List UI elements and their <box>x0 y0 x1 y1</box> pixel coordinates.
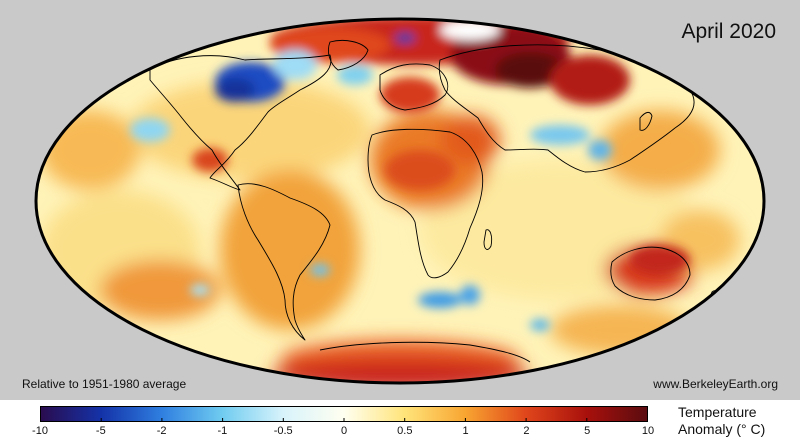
coastline-japan <box>639 111 653 131</box>
coastline-north-america <box>149 54 332 191</box>
colorbar-tick-label: 0.5 <box>397 425 413 437</box>
colorbar-tick-label: 1 <box>462 425 469 437</box>
anomaly-field <box>36 19 764 383</box>
colorbar-tick-label: -5 <box>95 425 106 437</box>
coastline-africa <box>367 128 484 279</box>
anomaly-map <box>34 17 766 385</box>
colorbar-title-line2: Anomaly (° C) <box>678 421 766 437</box>
coastline-australia <box>610 246 691 301</box>
coastline-south-america <box>237 183 331 341</box>
map-panel: April 2020 Relative to 1951-1980 average… <box>0 0 800 400</box>
globe-outline <box>34 17 766 385</box>
colorbar <box>40 406 648 422</box>
coastline-greenland <box>327 39 369 71</box>
colorbar-tick-label: -0.5 <box>273 425 293 437</box>
colorbar-tick-label: -10 <box>32 425 48 437</box>
baseline-note: Relative to 1951-1980 average <box>22 377 187 391</box>
colorbar-tick-label: -2 <box>156 425 167 437</box>
colorbar-title-line1: Temperature <box>678 404 757 420</box>
colorbar-tick-label: 0 <box>340 425 348 437</box>
map-title: April 2020 <box>681 20 776 43</box>
colorbar-tick-label: 10 <box>641 425 655 437</box>
colorbar-tick-label: -1 <box>217 425 228 437</box>
source-credit[interactable]: www.BerkeleyEarth.org <box>653 377 778 391</box>
colorbar-tick-label: 2 <box>523 425 530 437</box>
anomaly-blobs-detail <box>130 19 690 331</box>
coastline-europe <box>379 63 449 111</box>
coastline-madagascar <box>483 229 493 250</box>
colorbar-tick-label: 5 <box>584 425 591 437</box>
coastline-antarctica <box>319 341 531 363</box>
colorbar-title: Temperature Anomaly (° C) <box>678 404 765 438</box>
